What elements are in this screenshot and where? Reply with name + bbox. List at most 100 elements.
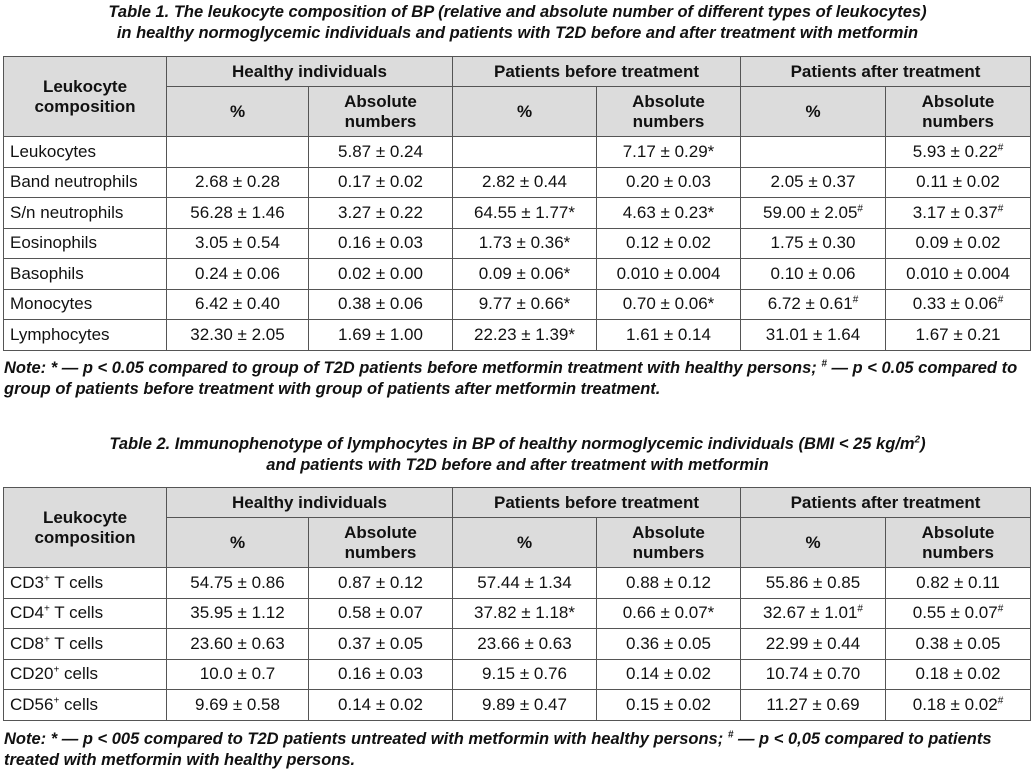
cell-value: 11.27 ± 0.69 bbox=[766, 694, 860, 714]
row-label: S/n neutrophils bbox=[3, 197, 167, 229]
table-cell: 56.28 ± 1.46 bbox=[166, 197, 309, 229]
table-cell: 1.75 ± 0.30 bbox=[740, 227, 886, 259]
table-cell: 5.93 ± 0.22# bbox=[884, 136, 1032, 168]
cell-mark: * bbox=[568, 202, 576, 222]
row-label: CD4+ T cells bbox=[3, 597, 167, 629]
table-cell: 0.20 ± 0.03 bbox=[596, 166, 741, 198]
row-label-text: T cells bbox=[49, 572, 104, 592]
table-cell: 2.68 ± 0.28 bbox=[166, 166, 309, 198]
table-row: Basophils 0.24 ± 0.06 0.02 ± 0.00 0.09 ± 0.… bbox=[3, 258, 1032, 290]
cell-mark: * bbox=[707, 202, 715, 222]
cell-value: 22.99 ± 0.44 bbox=[765, 633, 861, 653]
table-cell: 0.18 ± 0.02 bbox=[884, 658, 1032, 690]
cell-value: 0.37 ± 0.05 bbox=[338, 633, 423, 653]
table-cell: 9.15 ± 0.76 bbox=[452, 658, 597, 690]
cell-mark: * bbox=[707, 294, 715, 314]
table-cell: 0.18 ± 0.02# bbox=[884, 689, 1032, 721]
cell-value: 64.55 ± 1.77 bbox=[473, 202, 569, 222]
row-label-text: CD20 bbox=[10, 664, 54, 684]
cell-mark: * bbox=[707, 603, 715, 623]
cell-value: 1.61 ± 0.14 bbox=[626, 324, 711, 344]
cell-value: 35.95 ± 1.12 bbox=[190, 603, 285, 623]
row-label-sup: + bbox=[44, 634, 50, 646]
table-cell: 0.88 ± 0.12 bbox=[596, 567, 741, 599]
table-cell: 0.70 ± 0.06* bbox=[596, 288, 741, 320]
cell-value: 0.88 ± 0.12 bbox=[626, 572, 711, 592]
table-cell: 0.66 ± 0.07* bbox=[596, 597, 741, 629]
cell-value: 0.02 ± 0.00 bbox=[338, 263, 423, 283]
table-cell: 0.58 ± 0.07 bbox=[308, 597, 453, 629]
table2-caption-text: Table 2. Immunophenotype of lymphocytes … bbox=[109, 435, 915, 453]
table-cell: 10.0 ± 0.7 bbox=[166, 658, 309, 690]
table2-subheader: Absolute numbers bbox=[308, 517, 453, 568]
cell-value: 0.18 ± 0.02 bbox=[915, 664, 1001, 684]
cell-value: 0.70 ± 0.06 bbox=[622, 294, 708, 314]
table1-note-text: — p < 0.05 compared to group of patients… bbox=[4, 359, 1018, 398]
table2-note-text: Note: * — p < 005 compared to T2D patien… bbox=[4, 730, 728, 748]
table-cell: 0.11 ± 0.02 bbox=[884, 166, 1032, 198]
cell-value: 55.86 ± 0.85 bbox=[765, 572, 861, 592]
cell-mark: # bbox=[997, 142, 1004, 154]
cell-value: 0.09 ± 0.02 bbox=[915, 233, 1001, 253]
cell-mark: * bbox=[563, 263, 571, 283]
row-label-text: S/n neutrophils bbox=[10, 202, 124, 222]
row-label-text: Basophils bbox=[10, 263, 84, 283]
table2-subheader: Absolute numbers bbox=[596, 517, 741, 568]
table-cell: 0.12 ± 0.02 bbox=[596, 227, 741, 259]
cell-value: 3.27 ± 0.22 bbox=[338, 202, 423, 222]
table-cell: 3.27 ± 0.22 bbox=[308, 197, 453, 229]
row-label-sup: + bbox=[44, 603, 50, 615]
cell-value: 7.17 ± 0.29 bbox=[622, 141, 708, 161]
cell-value: 9.15 ± 0.76 bbox=[482, 664, 567, 684]
table1-note: Note: * — p < 0.05 compared to group of … bbox=[4, 358, 1035, 400]
cell-value: 0.16 ± 0.03 bbox=[338, 233, 423, 253]
cell-value: 0.14 ± 0.02 bbox=[626, 664, 711, 684]
table2-note-mark: # bbox=[727, 729, 734, 741]
table1-note-mark: # bbox=[821, 358, 827, 370]
cell-value: 54.75 ± 0.86 bbox=[190, 572, 285, 592]
table1-subheader: % bbox=[166, 86, 309, 137]
table-cell: 0.16 ± 0.03 bbox=[308, 227, 453, 259]
cell-value: 0.12 ± 0.02 bbox=[626, 233, 711, 253]
row-label: Band neutrophils bbox=[3, 166, 167, 198]
table-cell: 4.63 ± 0.23* bbox=[596, 197, 741, 229]
table-cell: 1.73 ± 0.36* bbox=[452, 227, 597, 259]
table1-group-before: Patients before treatment bbox=[452, 56, 741, 87]
table2-note: Note: * — p < 005 compared to T2D patien… bbox=[4, 729, 1035, 771]
table-cell: 9.69 ± 0.58 bbox=[166, 689, 309, 721]
cell-value: 0.15 ± 0.02 bbox=[626, 694, 711, 714]
table2-subheader: % bbox=[452, 517, 597, 568]
row-label-text: cells bbox=[59, 694, 99, 714]
cell-mark: * bbox=[707, 141, 715, 161]
cell-mark: * bbox=[568, 603, 576, 623]
table-cell: 0.33 ± 0.06# bbox=[884, 288, 1032, 320]
cell-value: 0.20 ± 0.03 bbox=[626, 172, 711, 192]
table-cell: 1.69 ± 1.00 bbox=[308, 319, 453, 351]
cell-mark: # bbox=[997, 294, 1004, 306]
table-cell: 0.010 ± 0.004 bbox=[596, 258, 741, 290]
table-row: CD4+ T cells 35.95 ± 1.12 0.58 ± 0.07 37.82… bbox=[3, 597, 1032, 629]
table-cell: 0.16 ± 0.03 bbox=[308, 658, 453, 690]
cell-value: 0.24 ± 0.06 bbox=[195, 263, 280, 283]
row-label-text: cells bbox=[59, 664, 99, 684]
table-cell bbox=[740, 136, 886, 168]
cell-value: 9.77 ± 0.66 bbox=[478, 294, 564, 314]
cell-value: 0.10 ± 0.06 bbox=[770, 263, 856, 283]
cell-value: 3.05 ± 0.54 bbox=[195, 233, 280, 253]
cell-value: 0.38 ± 0.05 bbox=[915, 633, 1001, 653]
cell-value: 5.93 ± 0.22 bbox=[912, 141, 998, 161]
cell-value: 0.010 ± 0.004 bbox=[616, 263, 721, 283]
row-label-text: T cells bbox=[49, 603, 104, 623]
table2-subheader: % bbox=[740, 517, 886, 568]
table-cell: 0.15 ± 0.02 bbox=[596, 689, 741, 721]
row-label: Lymphocytes bbox=[3, 319, 167, 351]
table-cell: 5.87 ± 0.24 bbox=[308, 136, 453, 168]
cell-value: 23.60 ± 0.63 bbox=[190, 633, 285, 653]
row-label-text: Monocytes bbox=[10, 294, 93, 314]
row-label-text: T cells bbox=[49, 633, 104, 653]
cell-value: 2.05 ± 0.37 bbox=[770, 172, 856, 192]
row-label: CD56+ cells bbox=[3, 689, 167, 721]
table-cell: 7.17 ± 0.29* bbox=[596, 136, 741, 168]
row-label-text: CD4 bbox=[10, 603, 45, 623]
cell-value: 59.00 ± 2.05 bbox=[763, 202, 858, 222]
